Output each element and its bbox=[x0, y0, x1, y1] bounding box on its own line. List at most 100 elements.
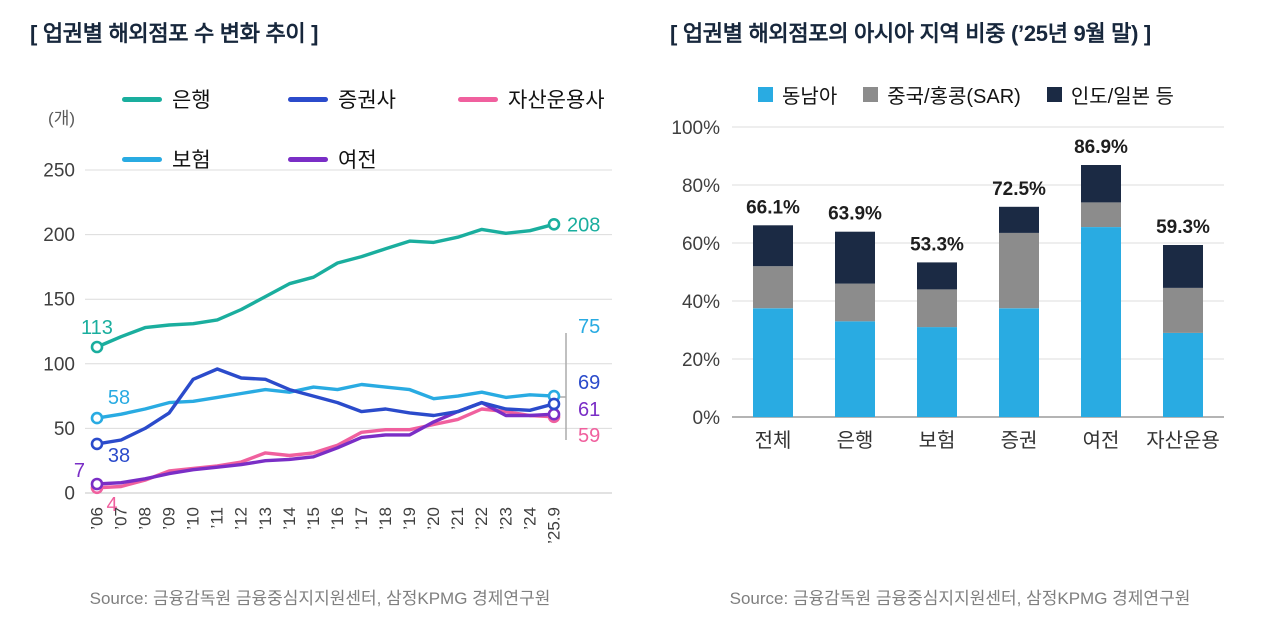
bar-chart-panel: [ 업권별 해외점포의 아시아 지역 비중 (’25년 9월 말) ] 동남아 중… bbox=[640, 0, 1280, 633]
legend-label: 은행 bbox=[172, 89, 211, 112]
legend-item: 은행 bbox=[122, 84, 288, 114]
bar-segment bbox=[917, 327, 957, 417]
y-axis-unit-label: (개) bbox=[48, 109, 75, 128]
bar-segment bbox=[999, 308, 1039, 418]
x-axis-tick-label: ’06 bbox=[87, 507, 106, 530]
x-axis-tick-label: ’15 bbox=[304, 507, 323, 530]
y-axis-tick-label: 100% bbox=[671, 118, 720, 139]
line-chart-panel: [ 업권별 해외점포 수 변화 추이 ] 은행 증권사 자산운용사 보험 여전 0 50 1… bbox=[30, 21, 612, 608]
legend-label: 자산운용사 bbox=[508, 89, 605, 112]
legend-item: 증권사 bbox=[288, 84, 458, 114]
legend-marker bbox=[288, 156, 328, 162]
series-endpoint-marker bbox=[547, 218, 561, 231]
bar-segment bbox=[917, 289, 957, 328]
legend-marker bbox=[863, 87, 879, 102]
series-endpoint-marker bbox=[90, 437, 104, 451]
legend-label: 중국/홍콩(SAR) bbox=[887, 86, 1021, 108]
start-value-label: 113 bbox=[81, 317, 113, 339]
y-axis-tick-label: 40% bbox=[682, 292, 720, 313]
series-endpoint-marker bbox=[90, 340, 104, 354]
x-axis-tick-label: ’10 bbox=[184, 507, 203, 530]
bar-category-label: 여전 bbox=[1083, 429, 1120, 452]
bar-segment bbox=[917, 262, 957, 290]
y-axis-tick-label: 0% bbox=[693, 408, 721, 429]
legend-marker bbox=[1046, 87, 1062, 102]
legend-marker bbox=[122, 156, 162, 162]
x-axis-tick-label: ’24 bbox=[520, 507, 539, 530]
bar-segment bbox=[753, 308, 793, 418]
legend-label: 동남아 bbox=[782, 86, 838, 108]
series-line bbox=[95, 222, 556, 349]
bar-total-label: 63.9% bbox=[828, 204, 882, 225]
legend-marker bbox=[758, 87, 774, 102]
series-line bbox=[95, 367, 556, 446]
y-axis-tick-label: 250 bbox=[43, 161, 75, 182]
bar-chart-source: Source: 금융감독원 금융중심지지원센터, 삼정KPMG 경제연구원 bbox=[729, 589, 1191, 608]
x-axis-tick-label: ’19 bbox=[400, 507, 419, 530]
y-axis-tick-label: 80% bbox=[682, 176, 720, 197]
start-value-label: 58 bbox=[108, 387, 130, 409]
legend-item: 중국/홍콩(SAR) bbox=[863, 80, 1021, 109]
bar-segment bbox=[835, 231, 875, 284]
bar-chart-title: [ 업권별 해외점포의 아시아 지역 비중 (’25년 9월 말) ] bbox=[670, 21, 1151, 46]
bar-segment bbox=[1163, 288, 1203, 333]
y-axis-tick-label: 0 bbox=[64, 484, 75, 505]
series-line bbox=[95, 382, 556, 420]
bar-total-label: 53.3% bbox=[910, 234, 964, 255]
bar-segment bbox=[999, 206, 1039, 233]
x-axis-tick-label: ’25.9 bbox=[544, 507, 563, 544]
x-axis-tick-label: ’16 bbox=[328, 507, 347, 530]
y-axis-tick-label: 60% bbox=[682, 234, 720, 255]
bar-segment bbox=[753, 225, 793, 267]
series-endpoint-marker bbox=[90, 411, 104, 425]
start-value-label: 4 bbox=[106, 494, 117, 516]
legend-item: 자산운용사 bbox=[458, 84, 605, 114]
legend-marker bbox=[122, 96, 162, 102]
legend-label: 보험 bbox=[172, 149, 211, 172]
start-value-label: 7 bbox=[74, 460, 85, 482]
y-axis-tick-label: 100 bbox=[43, 354, 75, 375]
end-value-label: 61 bbox=[578, 399, 600, 421]
x-axis-tick-label: ’20 bbox=[424, 507, 443, 530]
end-label-leader-line bbox=[556, 333, 567, 440]
bar-category-label: 전체 bbox=[755, 429, 792, 452]
bar-segment bbox=[753, 266, 793, 309]
x-axis-tick-label: ’21 bbox=[448, 507, 467, 530]
series-endpoint-marker bbox=[90, 477, 104, 491]
end-value-label: 59 bbox=[578, 425, 600, 447]
x-axis-tick-label: ’13 bbox=[256, 507, 275, 530]
line-chart: 0 50 100 150 200 250 (개) ’06 ’07 ’08 ’09 ’10 ’11 ’12 ’… bbox=[43, 109, 612, 544]
end-value-label: 69 bbox=[578, 372, 600, 394]
bar-chart-legend: 동남아 중국/홍콩(SAR) 인도/일본 등 bbox=[646, 80, 1280, 109]
y-axis-tick-label: 150 bbox=[43, 290, 75, 311]
end-value-label: 208 bbox=[567, 214, 600, 236]
x-axis-tick-label: ’23 bbox=[496, 507, 515, 530]
legend-item: 여전 bbox=[288, 144, 458, 174]
bar-category-label: 은행 bbox=[837, 429, 874, 452]
bar-segment bbox=[1163, 245, 1203, 288]
line-chart-title: [ 업권별 해외점포 수 변화 추이 ] bbox=[30, 21, 319, 46]
x-axis-tick-label: ’12 bbox=[232, 507, 251, 530]
bar-segment bbox=[835, 283, 875, 322]
x-axis-tick-label: ’14 bbox=[280, 507, 299, 530]
bar-segment bbox=[999, 232, 1039, 309]
stacked-bar-chart: 0% 20% 40% 60% 80% 100% 66.1% 전체 63.9% 은행 53.3% 보험 7… bbox=[671, 118, 1224, 452]
series-endpoint-marker bbox=[547, 407, 561, 421]
bar-segment bbox=[1081, 165, 1121, 203]
bar-segment bbox=[1163, 332, 1203, 417]
legend-item: 동남아 bbox=[758, 80, 837, 109]
bar-total-label: 72.5% bbox=[992, 179, 1046, 200]
end-value-label: 75 bbox=[578, 316, 600, 338]
bar-total-label: 59.3% bbox=[1156, 217, 1210, 238]
x-axis-tick-label: ’18 bbox=[376, 507, 395, 530]
x-axis-tick-label: ’07 bbox=[112, 507, 131, 530]
bar-category-label: 보험 bbox=[919, 429, 956, 452]
x-axis-tick-label: ’08 bbox=[136, 507, 155, 530]
legend-label: 증권사 bbox=[338, 89, 396, 112]
x-axis-tick-label: ’17 bbox=[352, 507, 371, 530]
x-axis-tick-label: ’11 bbox=[208, 507, 227, 528]
bar-category-label: 자산운용 bbox=[1146, 429, 1220, 452]
y-axis-tick-label: 20% bbox=[682, 350, 720, 371]
